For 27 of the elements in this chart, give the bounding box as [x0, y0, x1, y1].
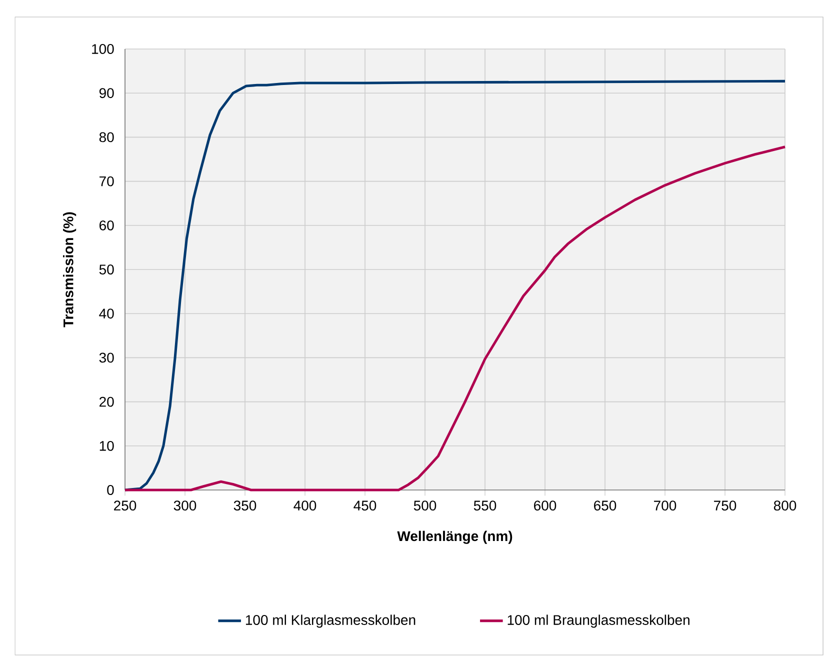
y-tick-label: 70 — [100, 176, 114, 186]
x-tick-label: 250 — [114, 500, 136, 511]
y-tick-label: 10 — [100, 440, 114, 451]
y-tick-label: 60 — [100, 220, 114, 230]
x-tick-label: 700 — [654, 500, 676, 511]
y-tick-label: 30 — [99, 352, 114, 363]
x-tick-label: 750 — [714, 500, 736, 511]
y-tick-label: 50 — [99, 264, 114, 274]
y-tick-label: 0 — [107, 485, 114, 495]
y-tick-label: 20 — [100, 396, 114, 407]
x-tick-label: 650 — [594, 500, 616, 511]
x-axis-title: Wellenlänge (nm) — [397, 530, 512, 544]
legend-label: 100 ml Klarglasmesskolben — [246, 614, 416, 628]
legend-label: 100 ml Braunglasmesskolben — [508, 614, 690, 628]
y-tick-label: 90 — [99, 88, 114, 98]
y-axis-title: Transmission (%) — [63, 212, 76, 328]
x-tick-label: 300 — [174, 500, 196, 511]
x-tick-label: 350 — [234, 500, 256, 511]
x-tick-label: 500 — [414, 500, 436, 511]
x-tick-label: 400 — [294, 500, 316, 511]
x-tick-label: 800 — [774, 500, 796, 511]
y-tick-label: 80 — [99, 132, 114, 142]
x-tick-label: 600 — [534, 500, 556, 511]
x-tick-label: 550 — [474, 500, 496, 511]
y-tick-label: 100 — [92, 44, 114, 54]
y-tick-label: 40 — [99, 308, 114, 319]
x-tick-label: 450 — [354, 500, 376, 511]
